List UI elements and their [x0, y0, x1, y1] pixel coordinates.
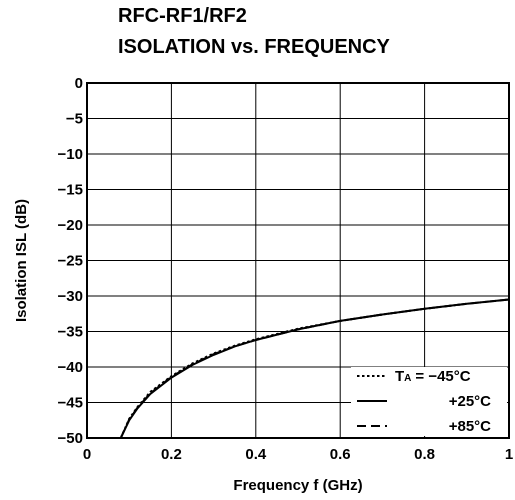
chart-title-line2: ISOLATION vs. FREQUENCY	[118, 36, 390, 58]
x-tick-label: 0	[83, 446, 91, 463]
legend-entry: +85°C	[449, 418, 491, 435]
legend-entry: +25°C	[449, 393, 491, 410]
y-tick-label: −25	[58, 253, 83, 270]
x-tick-label: 1	[505, 446, 513, 463]
x-tick-label: 0.4	[245, 446, 267, 463]
y-tick-label: −50	[58, 430, 83, 447]
y-tick-label: −30	[58, 288, 83, 305]
y-tick-label: −15	[58, 182, 83, 199]
x-tick-label: 0.8	[414, 446, 435, 463]
y-axis-label: Isolation ISL (dB)	[13, 199, 30, 322]
x-tick-label: 0.2	[161, 446, 182, 463]
x-axis-label: Frequency f (GHz)	[233, 477, 362, 494]
y-tick-label: −45	[58, 395, 83, 412]
x-tick-label: 0.6	[330, 446, 351, 463]
y-tick-label: −20	[58, 217, 83, 234]
y-tick-label: −35	[58, 324, 83, 341]
legend-entry: TA = −45°C	[395, 368, 471, 385]
y-tick-label: −10	[58, 146, 83, 163]
y-tick-label: −40	[58, 359, 83, 376]
chart-title-line1: RFC-RF1/RF2	[118, 5, 247, 27]
plot-frame	[86, 82, 510, 439]
y-tick-label: 0	[75, 75, 83, 92]
series-line-dashed	[119, 298, 510, 439]
y-tick-label: −5	[66, 111, 83, 128]
